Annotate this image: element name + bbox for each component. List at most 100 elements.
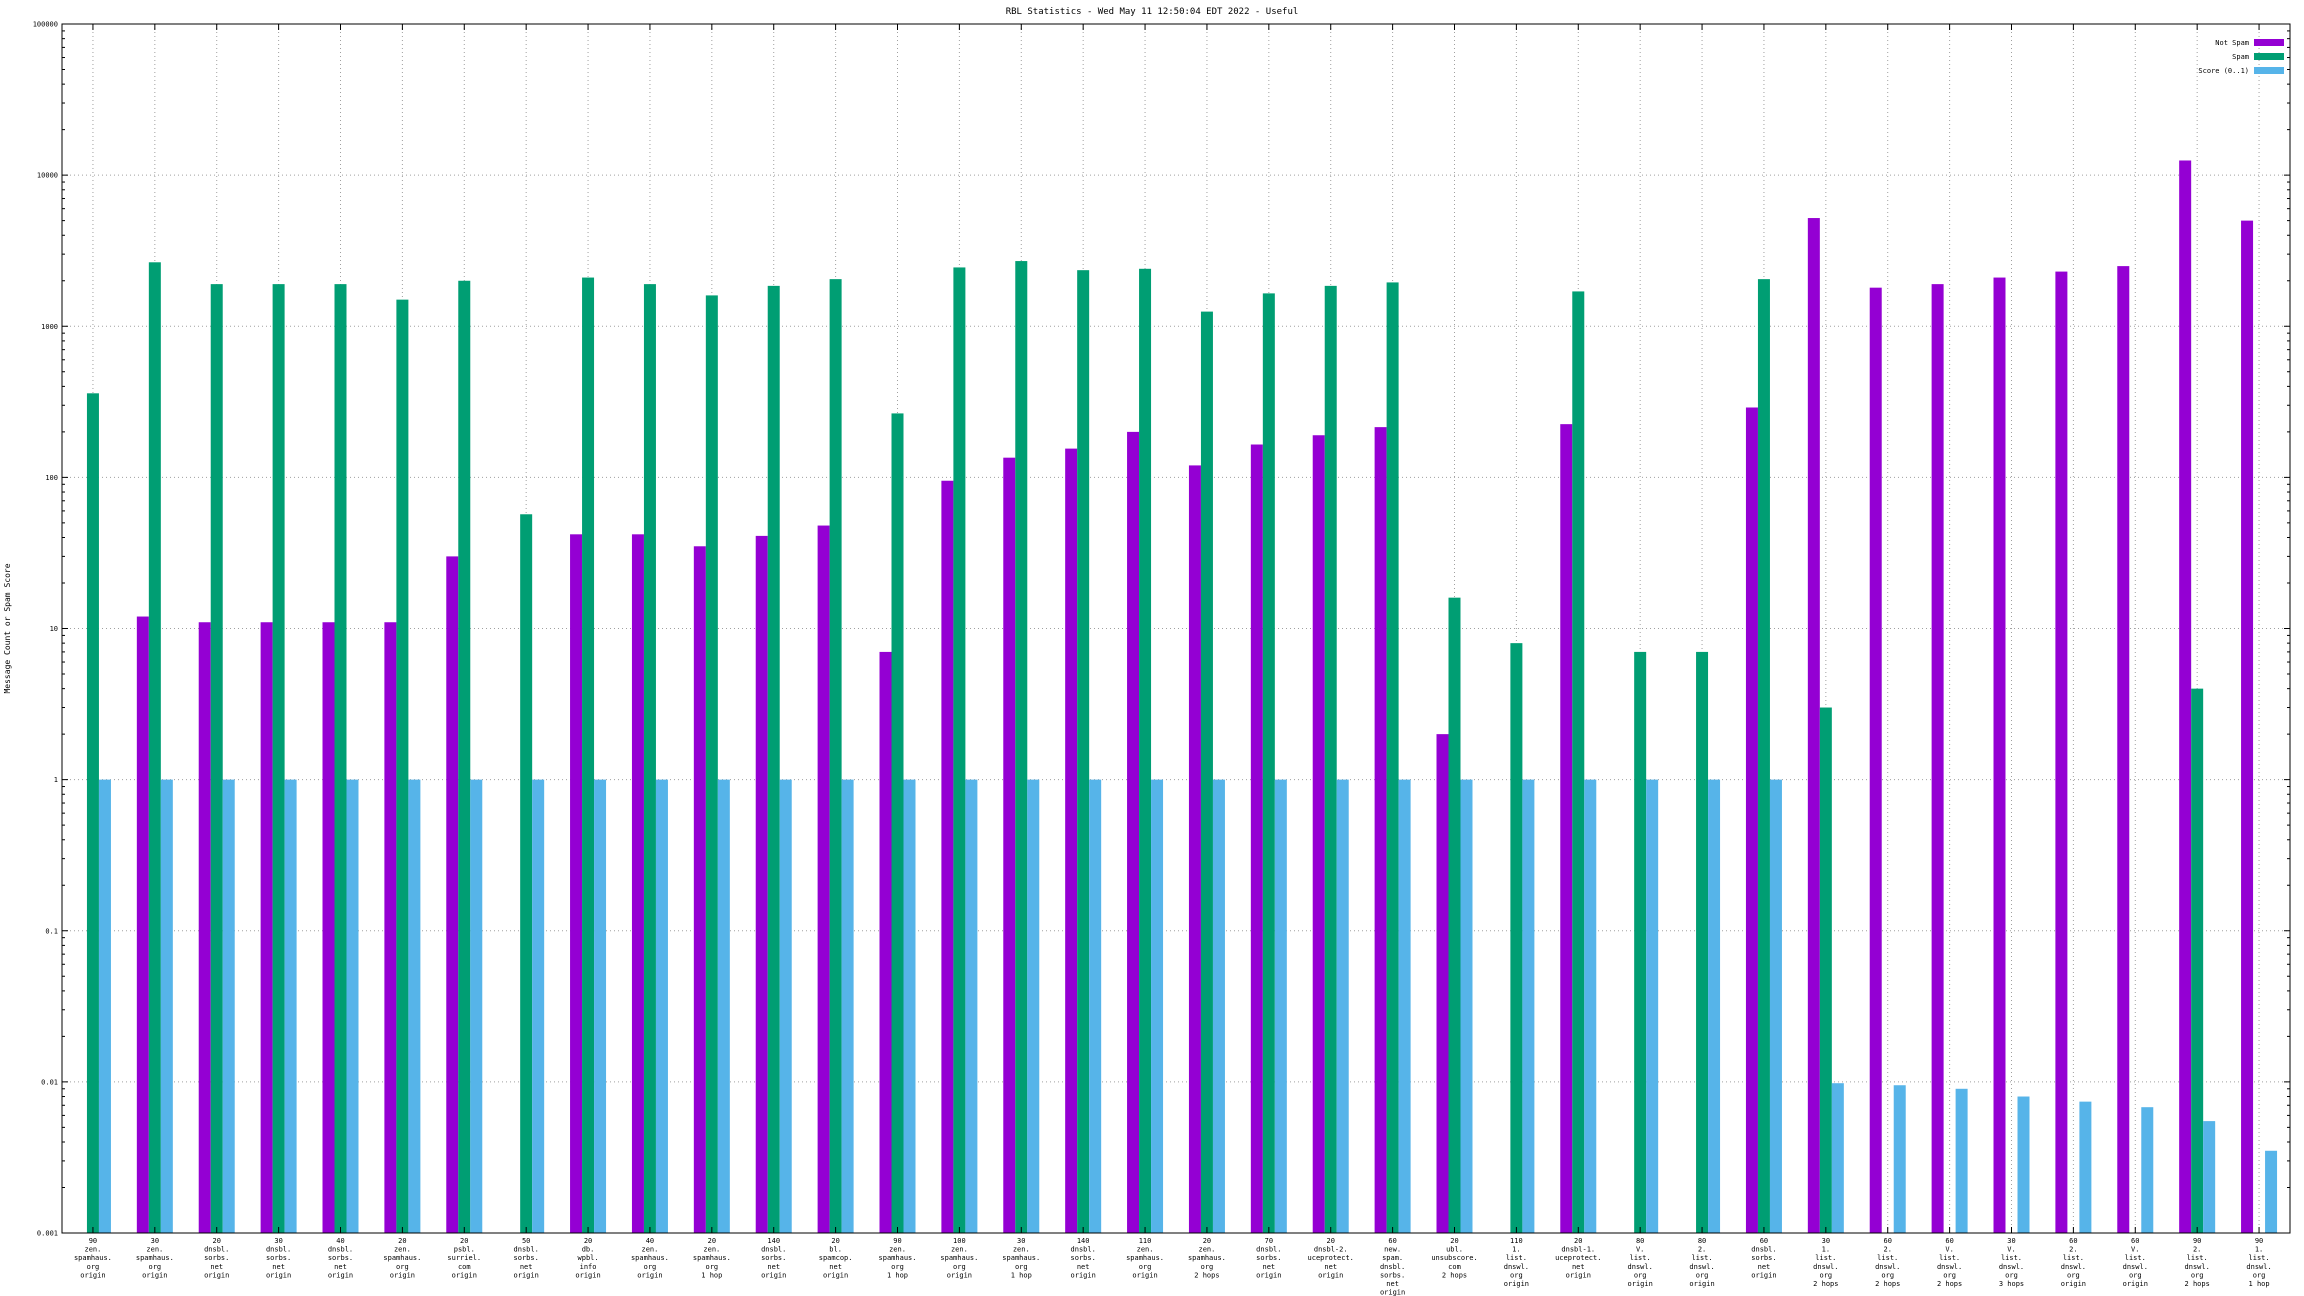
- bar-not-spam: [1374, 427, 1387, 1233]
- legend-swatch: [2254, 39, 2284, 46]
- bar-not-spam: [1993, 277, 2006, 1234]
- bar-spam: [1386, 282, 1399, 1233]
- bar-spam: [1634, 651, 1647, 1233]
- bar-not-spam: [1188, 465, 1201, 1234]
- bar-spam: [458, 280, 471, 1233]
- bar-score-0-1: [1584, 779, 1597, 1233]
- bar-score-0-1: [1398, 779, 1411, 1233]
- x-tick-label: 60 2. list. dnswl. org origin: [2061, 1237, 2086, 1288]
- bar-not-spam: [879, 651, 892, 1233]
- bar-not-spam: [384, 622, 397, 1233]
- bar-spam: [1572, 291, 1585, 1233]
- bar-score-0-1: [2079, 1101, 2092, 1233]
- bar-not-spam: [1436, 734, 1449, 1233]
- bar-score-0-1: [655, 779, 668, 1233]
- bar-not-spam: [817, 525, 830, 1233]
- bar-not-spam: [198, 622, 211, 1233]
- x-tick-label: 20 dnsbl. sorbs. net origin: [204, 1237, 229, 1279]
- bar-not-spam: [2055, 271, 2068, 1234]
- bar-not-spam: [1807, 218, 1820, 1233]
- bar-not-spam: [693, 546, 706, 1233]
- bar-not-spam: [136, 616, 149, 1233]
- bar-not-spam: [1869, 287, 1882, 1233]
- x-tick-label: 30 V. list. dnswl. org 3 hops: [1999, 1237, 2024, 1288]
- bar-score-0-1: [1212, 779, 1225, 1233]
- bar-score-0-1: [779, 779, 792, 1233]
- legend: Not Spam Spam Score (0..1): [2198, 39, 2284, 75]
- bar-spam: [1696, 651, 1709, 1233]
- bar-score-0-1: [1089, 779, 1102, 1233]
- y-axis-ticks: 0.001 0.01 0.1 1 10 100 1000 10000 100000: [33, 21, 2290, 1238]
- bar-not-spam: [2241, 220, 2254, 1233]
- bar-score-0-1: [470, 779, 483, 1233]
- legend-label: Spam: [2232, 53, 2249, 61]
- x-tick-label: 40 dnsbl. sorbs. net origin: [328, 1237, 353, 1279]
- x-tick-label: 20 dnsbl-2. uceprotect. net origin: [1308, 1237, 1354, 1279]
- bar-score-0-1: [2265, 1150, 2278, 1233]
- bar-spam: [1262, 293, 1275, 1233]
- bar-spam: [1757, 279, 1770, 1233]
- bar-score-0-1: [1274, 779, 1287, 1233]
- x-tick-label: 60 2. list. dnswl. org 2 hops: [1875, 1237, 1900, 1288]
- bar-spam: [1015, 261, 1028, 1233]
- bar-score-0-1: [408, 779, 421, 1233]
- bar-spam: [643, 284, 656, 1233]
- bar-score-0-1: [284, 779, 297, 1233]
- x-tick-label: 80 2. list. dnswl. org origin: [1689, 1237, 1714, 1288]
- bar-score-0-1: [841, 779, 854, 1233]
- bar-score-0-1: [1708, 779, 1721, 1233]
- x-tick-label: 90 zen. spamhaus. org 1 hop: [879, 1237, 917, 1279]
- x-tick-label: 80 V. list. dnswl. org origin: [1628, 1237, 1653, 1288]
- bar-not-spam: [631, 534, 644, 1233]
- y-axis-title: Message Count or Spam Score: [3, 563, 12, 693]
- bar-not-spam: [1250, 444, 1263, 1233]
- y-tick-label: 0.1: [45, 927, 58, 935]
- x-tick-label: 20 zen. spamhaus. org origin: [383, 1237, 421, 1279]
- legend-label: Not Spam: [2215, 39, 2249, 47]
- x-tick-label: 60 new. spam. dnsbl. sorbs. net origin: [1380, 1237, 1405, 1296]
- bar-score-0-1: [1831, 1083, 1844, 1233]
- x-tick-label: 90 1. list. dnswl. org 1 hop: [2246, 1237, 2271, 1288]
- x-tick-label: 20 zen. spamhaus. org 1 hop: [693, 1237, 731, 1279]
- bar-score-0-1: [1955, 1088, 1968, 1233]
- bar-spam: [272, 284, 285, 1233]
- bar-spam: [953, 267, 966, 1234]
- bar-not-spam: [1931, 284, 1944, 1233]
- bar-spam: [2191, 688, 2204, 1233]
- bar-spam: [520, 514, 533, 1233]
- bar-spam: [396, 299, 409, 1234]
- bar-score-0-1: [532, 779, 545, 1233]
- bar-spam: [148, 262, 161, 1233]
- bar-spam: [1200, 311, 1213, 1233]
- y-tick-label: 1000: [41, 323, 58, 331]
- y-tick-label: 100: [45, 474, 58, 482]
- bar-spam: [829, 279, 842, 1233]
- bar-not-spam: [755, 535, 768, 1233]
- x-tick-label: 20 dnsbl-1. uceprotect. net origin: [1555, 1237, 1601, 1279]
- y-tick-label: 10000: [37, 172, 58, 180]
- x-tick-label: 90 zen. spamhaus. org origin: [74, 1237, 112, 1279]
- x-tick-label: 30 1. list. dnswl. org 2 hops: [1813, 1237, 1838, 1288]
- bar-score-0-1: [2203, 1121, 2216, 1233]
- bar-score-0-1: [1151, 779, 1164, 1233]
- bar-score-0-1: [717, 779, 730, 1233]
- y-tick-label: 0.01: [41, 1078, 58, 1086]
- x-tick-label: 20 bl. spamcop. net origin: [819, 1237, 853, 1279]
- x-tick-label: 90 2. list. dnswl. org 2 hops: [2185, 1237, 2210, 1288]
- chart-title: RBL Statistics - Wed May 11 12:50:04 EDT…: [1006, 7, 1299, 17]
- x-tick-label: 60 V. list. dnswl. org origin: [2123, 1237, 2148, 1288]
- bar-score-0-1: [98, 779, 111, 1233]
- legend-swatch: [2254, 67, 2284, 74]
- bar-score-0-1: [1893, 1085, 1906, 1233]
- bar-spam: [86, 393, 99, 1233]
- bar-score-0-1: [1646, 779, 1659, 1233]
- x-tick-label: 60 V. list. dnswl. org 2 hops: [1937, 1237, 1962, 1288]
- bar-spam: [891, 413, 904, 1233]
- bar-not-spam: [1127, 431, 1140, 1233]
- bar-score-0-1: [1336, 779, 1349, 1233]
- bar-spam: [1139, 268, 1152, 1233]
- bar-spam: [210, 284, 223, 1233]
- x-tick-label: 30 zen. spamhaus. org 1 hop: [1002, 1237, 1040, 1279]
- bar-score-0-1: [2141, 1107, 2154, 1233]
